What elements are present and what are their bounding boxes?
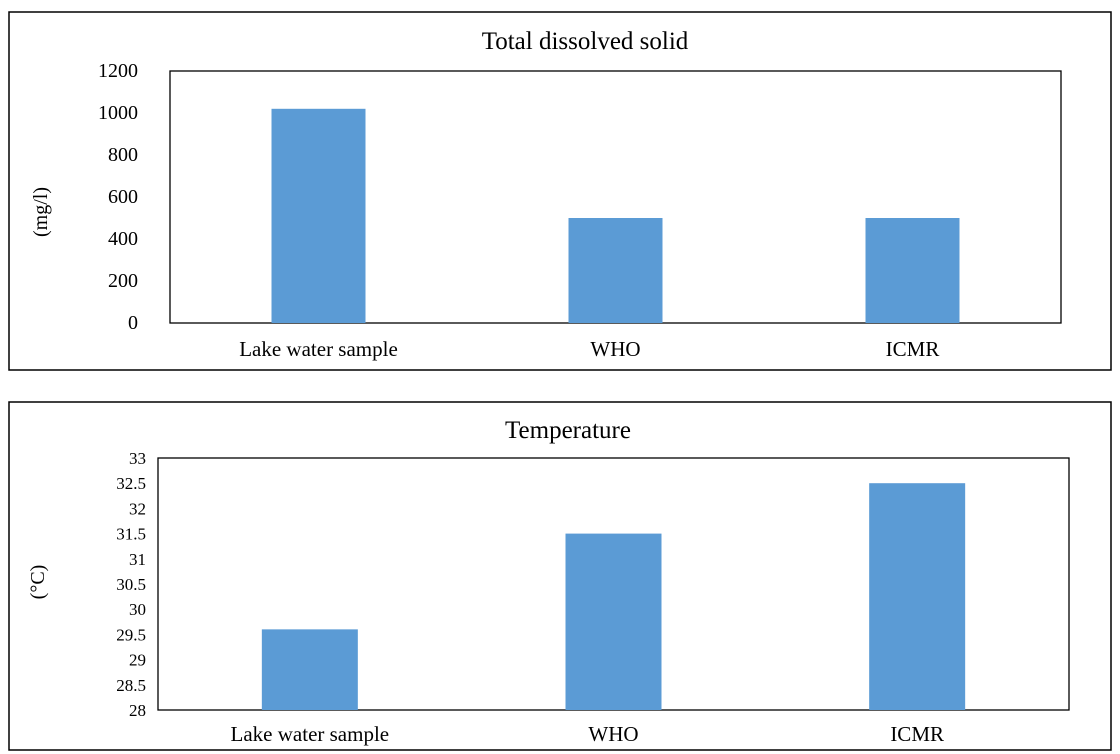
x-category-label: Lake water sample — [231, 722, 390, 746]
y-tick-label: 30 — [129, 600, 146, 619]
y-tick-label: 33 — [129, 449, 146, 468]
x-category-label: ICMR — [886, 337, 940, 361]
bar-1 — [568, 218, 663, 323]
y-tick-label: 1000 — [98, 102, 138, 124]
y-tick-label: 29 — [129, 651, 146, 670]
y-tick-label: 400 — [108, 228, 138, 250]
y-tick-label: 32 — [129, 499, 146, 518]
chart-title: Temperature — [505, 417, 631, 444]
x-category-label: WHO — [588, 722, 638, 746]
x-category-labels: Lake water sample WHO ICMR — [231, 722, 944, 746]
y-tick-label: 29.5 — [116, 625, 146, 644]
y-tick-label: 30.5 — [116, 575, 146, 594]
bar-2 — [869, 483, 966, 710]
y-tick-label: 200 — [108, 270, 138, 292]
x-category-label: Lake water sample — [239, 337, 398, 361]
y-tick-label: 31.5 — [116, 525, 146, 544]
y-tick-label: 0 — [128, 312, 138, 334]
y-tick-label: 32.5 — [116, 474, 146, 493]
chart-total-dissolved-solid: Total dissolved solid (mg/l) 0 200 400 600 8… — [8, 11, 1112, 371]
y-tick-labels: 0 200 400 600 800 1000 1200 — [98, 60, 138, 334]
y-tick-label: 28 — [129, 701, 146, 720]
bar-0 — [271, 108, 366, 323]
x-category-label: WHO — [590, 337, 640, 361]
bar-group — [261, 483, 966, 710]
bar-2 — [865, 218, 960, 323]
bar-1 — [565, 533, 662, 710]
chart-temperature: Temperature (°C) 28 28.5 29 29.5 30 30.5 31 31.… — [8, 401, 1112, 751]
y-tick-label: 31 — [129, 550, 146, 569]
x-category-labels: Lake water sample WHO ICMR — [239, 337, 939, 361]
x-category-label: ICMR — [890, 722, 944, 746]
y-tick-label: 28.5 — [116, 676, 146, 695]
y-axis-label: (°C) — [27, 565, 49, 600]
y-tick-label: 800 — [108, 144, 138, 166]
y-axis-label: (mg/l) — [30, 187, 52, 237]
bar-0 — [261, 629, 358, 710]
chart-title: Total dissolved solid — [482, 28, 689, 55]
y-tick-label: 600 — [108, 186, 138, 208]
y-tick-labels: 28 28.5 29 29.5 30 30.5 31 31.5 32 32.5 33 — [116, 449, 146, 720]
y-tick-label: 1200 — [98, 60, 138, 82]
bar-group — [271, 108, 960, 323]
